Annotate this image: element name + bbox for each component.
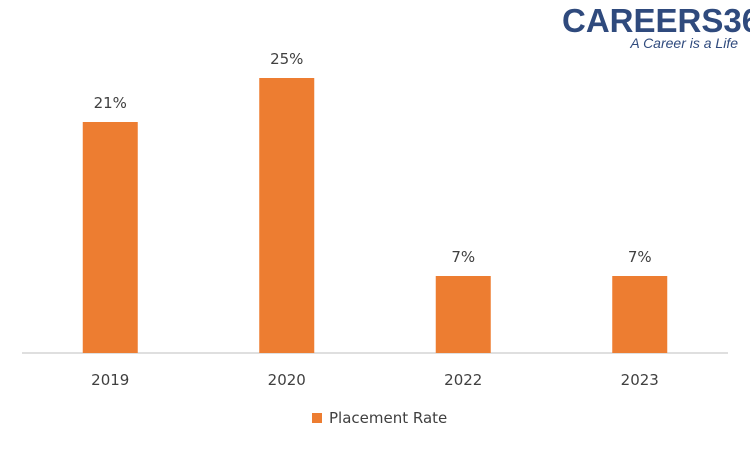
- legend-label: Placement Rate: [329, 409, 448, 427]
- data-label-2020: 25%: [270, 50, 303, 68]
- bar-2020: [259, 78, 315, 353]
- data-label-2023: 7%: [628, 248, 652, 266]
- logo-tagline: A Career is a Life: [630, 35, 738, 51]
- bar-2022: [435, 276, 491, 353]
- legend: Placement Rate: [312, 409, 447, 427]
- bar-2019: [82, 122, 138, 353]
- x-tick-label-2019: 2019: [91, 371, 129, 389]
- logo-wordmark: CAREERS360: [562, 2, 750, 39]
- legend-swatch: [312, 413, 322, 423]
- data-label-2022: 7%: [451, 248, 475, 266]
- x-tick-label-2023: 2023: [621, 371, 659, 389]
- data-label-2019: 21%: [94, 94, 127, 112]
- x-tick-label-2022: 2022: [444, 371, 482, 389]
- x-tick-label-2020: 2020: [268, 371, 306, 389]
- bar-2023: [612, 276, 668, 353]
